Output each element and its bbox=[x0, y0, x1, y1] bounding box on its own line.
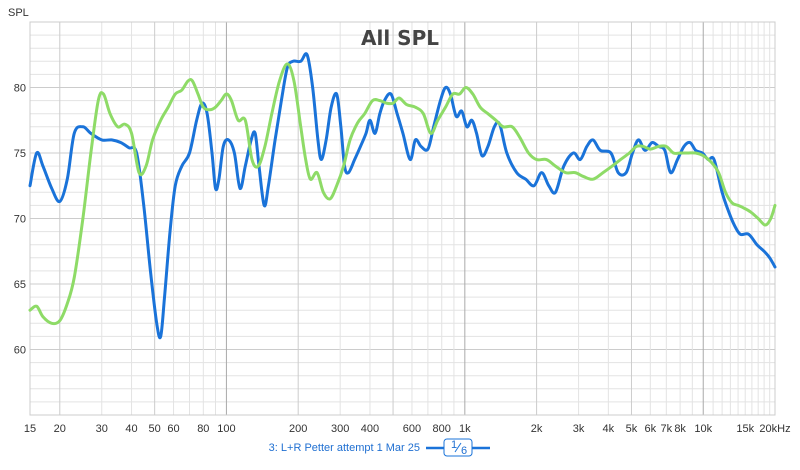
x-tick-label: 20 bbox=[54, 423, 66, 435]
x-tick-label: 6k bbox=[645, 423, 657, 435]
x-tick-label: 600 bbox=[403, 423, 421, 435]
series-layer bbox=[28, 52, 777, 340]
x-tick-label: 20kHz bbox=[759, 423, 790, 435]
x-tick-label: 15 bbox=[24, 423, 36, 435]
smoothing-denominator: 6 bbox=[461, 445, 467, 457]
x-tick-label: 3k bbox=[573, 423, 585, 435]
x-tick-label: 15k bbox=[736, 423, 754, 435]
y-axis-label: SPL bbox=[8, 7, 29, 19]
x-tick-label: 4k bbox=[603, 423, 615, 435]
plot-border bbox=[29, 21, 776, 416]
x-tick-label: 400 bbox=[361, 423, 379, 435]
y-tick-label: 60 bbox=[14, 345, 26, 357]
y-tick-label: 70 bbox=[14, 214, 26, 226]
x-tick-label: 10k bbox=[694, 423, 712, 435]
series-line-blue bbox=[28, 52, 777, 340]
y-tick-label: 65 bbox=[14, 279, 26, 291]
x-tick-label: 5k bbox=[626, 423, 638, 435]
legend-label: 3: L+R Petter attempt 1 Mar 25 bbox=[269, 442, 420, 454]
x-tick-label: 1k bbox=[459, 423, 471, 435]
x-tick-label: 100 bbox=[217, 423, 235, 435]
x-tick-label: 80 bbox=[197, 423, 209, 435]
x-tick-label: 30 bbox=[96, 423, 108, 435]
x-tick-label: 300 bbox=[331, 423, 349, 435]
x-tick-label: 40 bbox=[125, 423, 137, 435]
x-tick-label: 60 bbox=[167, 423, 179, 435]
smoothing-fraction-slash bbox=[454, 442, 462, 453]
x-tick-label: 200 bbox=[289, 423, 307, 435]
y-tick-label: 75 bbox=[14, 148, 26, 160]
x-tick-label: 8k bbox=[674, 423, 686, 435]
series-line-green bbox=[28, 62, 777, 326]
chart-title: All SPL bbox=[361, 26, 439, 50]
y-tick-label: 80 bbox=[14, 83, 26, 95]
x-tick-label: 2k bbox=[531, 423, 543, 435]
x-tick-label: 800 bbox=[433, 423, 451, 435]
legend[interactable]: 3: L+R Petter attempt 1 Mar 25 1 6 bbox=[269, 438, 490, 457]
x-tick-label: 7k bbox=[660, 423, 672, 435]
axes: 60 65 70 75 80 15 20 30 40 50 60 80 100 200 300 400 600 8… bbox=[14, 83, 791, 436]
smoothing-numerator: 1 bbox=[451, 439, 457, 451]
x-tick-label: 50 bbox=[149, 423, 161, 435]
